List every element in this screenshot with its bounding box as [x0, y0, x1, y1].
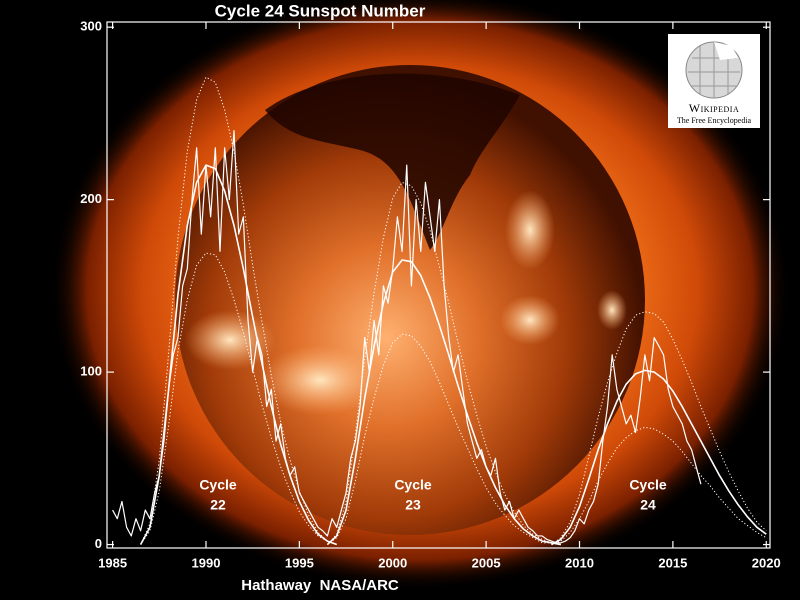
- active-region: [260, 345, 380, 415]
- x-tick-label: 2015: [658, 555, 687, 570]
- y-tick-label: 300: [80, 19, 102, 34]
- x-tick-label: 2010: [565, 555, 594, 570]
- annotation: 23: [405, 497, 421, 513]
- plot-area: 1985 1990 1995 2000 2005 2010 2015 2020 0 100 200 3…: [80, 19, 780, 571]
- y-tick-label: 200: [80, 191, 102, 206]
- coronal-hole: [265, 73, 520, 250]
- annotation: Cycle: [629, 477, 667, 493]
- y-tick-label: 0: [95, 536, 102, 551]
- annotation: Cycle: [394, 477, 432, 493]
- x-axis-label: Hathaway NASA/ARC: [241, 577, 399, 594]
- y-tick-label: 100: [80, 364, 102, 379]
- x-tick-label: 1985: [98, 555, 127, 570]
- annotation: Cycle: [199, 477, 237, 493]
- active-region: [500, 295, 560, 345]
- annotation: 22: [210, 497, 226, 513]
- data-line: [551, 369, 767, 546]
- logo-tagline: The Free Encyclopedia: [677, 116, 752, 125]
- bound-line: [140, 76, 337, 546]
- x-tick-label: 2005: [472, 555, 501, 570]
- annotation: 24: [640, 497, 656, 513]
- active-region: [185, 310, 275, 370]
- sun-disk: [175, 65, 645, 535]
- data-line: [112, 130, 702, 544]
- x-tick-label: 2020: [752, 555, 781, 570]
- data-line: [326, 259, 561, 546]
- logo-globe-lines: [688, 42, 740, 98]
- active-region: [505, 190, 555, 270]
- x-tick-label: 1995: [285, 555, 314, 570]
- plot-frame: [106, 21, 771, 549]
- active-region: [597, 290, 627, 330]
- x-tick-label: 1990: [192, 555, 221, 570]
- logo: Wikipedia The Free Encyclopedia: [668, 34, 760, 128]
- chart-title: Cycle 24 Sunspot Number: [215, 1, 426, 20]
- x-tick-label: 2000: [378, 555, 407, 570]
- data-line: [139, 164, 337, 546]
- logo-name: Wikipedia: [689, 101, 740, 115]
- logo-globe-gap: [714, 42, 738, 60]
- bound-line: [140, 252, 337, 546]
- bound-line: [551, 426, 767, 546]
